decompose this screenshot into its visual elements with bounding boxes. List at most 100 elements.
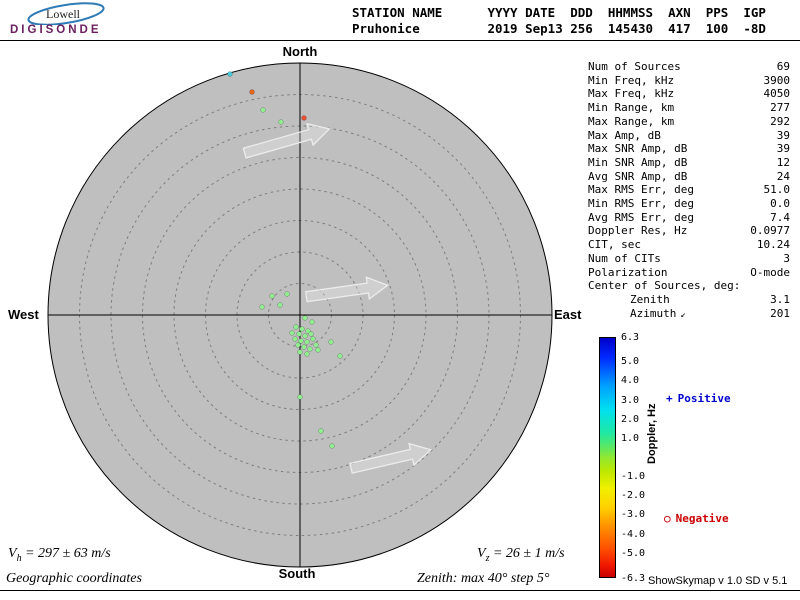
vertical-velocity-readout: Vz = 26 ± 1 m/s [477, 546, 565, 564]
stat-row: Min Freq, kHz 3900 [588, 74, 790, 88]
stat-value: 69 [776, 60, 790, 73]
source-dot [227, 71, 233, 77]
stat-row: Polarization O-mode [588, 266, 790, 280]
colorbar-axis-label: Doppler, Hz [646, 403, 658, 464]
vz-value: = 26 ± 1 m/s [489, 546, 565, 561]
stat-label: Max RMS Err, deg [588, 183, 694, 197]
axes-crosshair [48, 63, 552, 567]
stat-value: 39 [776, 142, 790, 156]
stat-row: Avg SNR Amp, dB 24 [588, 170, 790, 184]
stat-row: Min RMS Err, deg 0.0 [588, 197, 790, 211]
colorbar-tick: -4.0 [621, 528, 646, 540]
stat-label: Max Amp, dB [588, 128, 661, 142]
colorbar-tick: -2.0 [621, 490, 646, 502]
drift-arrows [242, 122, 433, 474]
compass-west-label: West [8, 307, 39, 322]
source-dot [328, 339, 334, 345]
source-dot [304, 351, 310, 357]
stats-panel: Num of Sources 69 Min Freq, kHz 3900 Max Fre… [588, 60, 790, 322]
colorbar-tick: 5.0 [621, 356, 640, 368]
doppler-colorbar [599, 337, 616, 578]
source-dot [260, 107, 266, 113]
stat-row: Max RMS Err, deg 51.0 [588, 183, 790, 197]
compass-south-label: South [278, 566, 316, 581]
source-dot [310, 336, 316, 342]
stat-value: O-mode [750, 265, 790, 279]
stat-value: 0.0 [770, 197, 790, 211]
drift-arrow [349, 442, 433, 474]
stat-label: Polarization [588, 265, 668, 279]
stat-label: Min Range, km [588, 101, 675, 115]
stat-row: Avg RMS Err, deg 7.4 [588, 211, 790, 225]
source-dot [304, 339, 310, 345]
legend-negative-label: Negative [675, 512, 729, 525]
source-dot [302, 315, 308, 321]
bottom-divider [0, 590, 800, 591]
source-dot [309, 319, 315, 325]
colorbar-tick: -3.0 [621, 509, 646, 521]
circle-marker-icon: ○ [664, 512, 671, 525]
stat-label: Max SNR Amp, dB [588, 142, 688, 156]
stat-value: 0.0977 [750, 224, 790, 238]
stat-label: Num of Sources [588, 60, 681, 73]
header-bar: Lowell DIGISONDE STATION NAME YYYY DATE … [0, 0, 800, 41]
stat-value: 3900 [763, 73, 791, 87]
stat-label: CIT, sec [588, 238, 641, 252]
colorbar-ticks: 6.3 5.0 4.0 3.0 2.0 1.0 -1.0 -2.0 -3.0 -4.0 -5.0 -6… [621, 332, 657, 584]
source-dot [284, 291, 290, 297]
zenith-settings-label: Zenith: max 40° step 5° [417, 571, 550, 586]
vz-symbol: V [477, 546, 486, 561]
station-header-table: STATION NAME YYYY DATE DDD HHMMSS AXN PP… [352, 5, 766, 37]
colorbar-tick: -5.0 [621, 547, 646, 559]
source-dot [329, 443, 335, 449]
source-dot [249, 89, 255, 95]
plus-marker-icon: + [666, 392, 673, 405]
source-dot [295, 342, 301, 348]
source-dot [269, 293, 275, 299]
legend-positive-label: Positive [677, 392, 731, 405]
source-dot [299, 326, 305, 332]
source-dot [305, 328, 311, 334]
stat-row: Max Amp, dB 39 [588, 129, 790, 143]
source-dot [337, 353, 343, 359]
stat-row: Min Range, km 277 [588, 101, 790, 115]
source-dot [307, 346, 313, 352]
stat-value: 39 [776, 128, 790, 142]
source-dot [259, 304, 265, 310]
colorbar-tick: 2.0 [621, 413, 640, 425]
source-dot [302, 333, 308, 339]
stat-row: Doppler Res, Hz 0.0977 [588, 224, 790, 238]
stat-label: Min RMS Err, deg [588, 197, 694, 211]
source-dot [301, 344, 307, 350]
colorbar-tick: 6.3 [621, 331, 640, 343]
legend-negative: ○ Negative [664, 512, 729, 525]
stat-row: Center of Sources, deg: [588, 279, 790, 293]
lowell-digisonde-logo: Lowell DIGISONDE [8, 1, 158, 41]
stat-label: Num of CITs [588, 251, 661, 265]
stat-value: 3.1 [770, 292, 790, 306]
stat-label: Max Range, km [588, 114, 675, 128]
stat-value: 12 [776, 155, 790, 169]
stat-value: 51.0 [763, 183, 791, 197]
stat-row: Max Range, km 292 [588, 115, 790, 129]
source-dot [296, 331, 302, 337]
source-dot [277, 302, 283, 308]
source-dot [292, 336, 298, 342]
stat-row: CIT, sec 10.24 [588, 238, 790, 252]
colorbar-tick: 3.0 [621, 394, 640, 406]
lowell-text: Lowell [46, 7, 81, 21]
stat-label: Avg RMS Err, deg [588, 210, 694, 224]
source-dot [289, 330, 295, 336]
stat-row: Min SNR Amp, dB 12 [588, 156, 790, 170]
stat-label: Avg SNR Amp, dB [588, 169, 688, 183]
stat-row: Num of Sources 69 [588, 60, 790, 74]
colorbar-tick: 1.0 [621, 432, 640, 444]
stat-label: Doppler Res, Hz [588, 224, 688, 238]
stat-row: Max Freq, kHz 4050 [588, 87, 790, 101]
vh-subscript: h [16, 552, 22, 564]
source-dot [297, 349, 303, 355]
lowell-swoosh-icon: Lowell [27, 2, 105, 26]
source-dot [298, 338, 304, 344]
